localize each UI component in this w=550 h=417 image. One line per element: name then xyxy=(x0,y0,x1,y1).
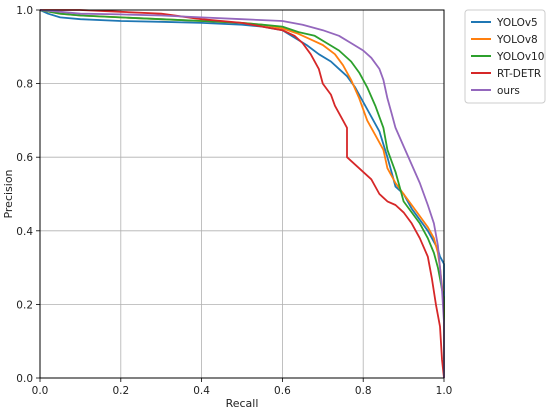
grid-layer xyxy=(39,9,445,379)
tick-layer: 0.0 0.2 0.4 0.6 0.8 1.0 0.0 0.2 0.4 0.6 0.8 1.0 xyxy=(16,5,452,397)
y-tick-label: 0.4 xyxy=(16,226,33,238)
x-tick-label: 1.0 xyxy=(436,385,453,397)
x-tick-label: 0.8 xyxy=(355,385,372,397)
x-axis-title: Recall xyxy=(226,397,259,410)
series-line-yolov8 xyxy=(39,9,445,378)
legend-label: RT-DETR xyxy=(497,68,541,80)
y-tick-label: 0.2 xyxy=(16,299,33,311)
x-tick-label: 0.6 xyxy=(274,385,291,397)
series-line-ours xyxy=(39,9,445,378)
x-tick-label: 0.4 xyxy=(193,385,210,397)
x-tick-label: 0.2 xyxy=(112,385,129,397)
legend: YOLOv5 YOLOv8 YOLOv10 RT-DETR ours xyxy=(464,9,546,104)
legend-box xyxy=(464,9,546,104)
x-tick-label: 0.0 xyxy=(32,385,49,397)
series-line-yolov10 xyxy=(39,9,445,378)
legend-label: YOLOv5 xyxy=(496,17,538,29)
y-tick-label: 0.8 xyxy=(16,79,33,91)
legend-label: ours xyxy=(497,85,520,97)
plot-frame xyxy=(39,9,445,379)
y-tick-label: 0.0 xyxy=(16,373,33,385)
y-axis-title: Precision xyxy=(2,169,15,218)
series-layer xyxy=(39,9,445,379)
series-line-yolov5 xyxy=(39,9,445,378)
legend-label: YOLOv8 xyxy=(496,34,538,46)
series-line-rt-detr xyxy=(40,9,445,379)
legend-label: YOLOv10 xyxy=(496,51,544,63)
y-tick-label: 0.6 xyxy=(16,152,33,164)
y-tick-label: 1.0 xyxy=(16,5,33,17)
